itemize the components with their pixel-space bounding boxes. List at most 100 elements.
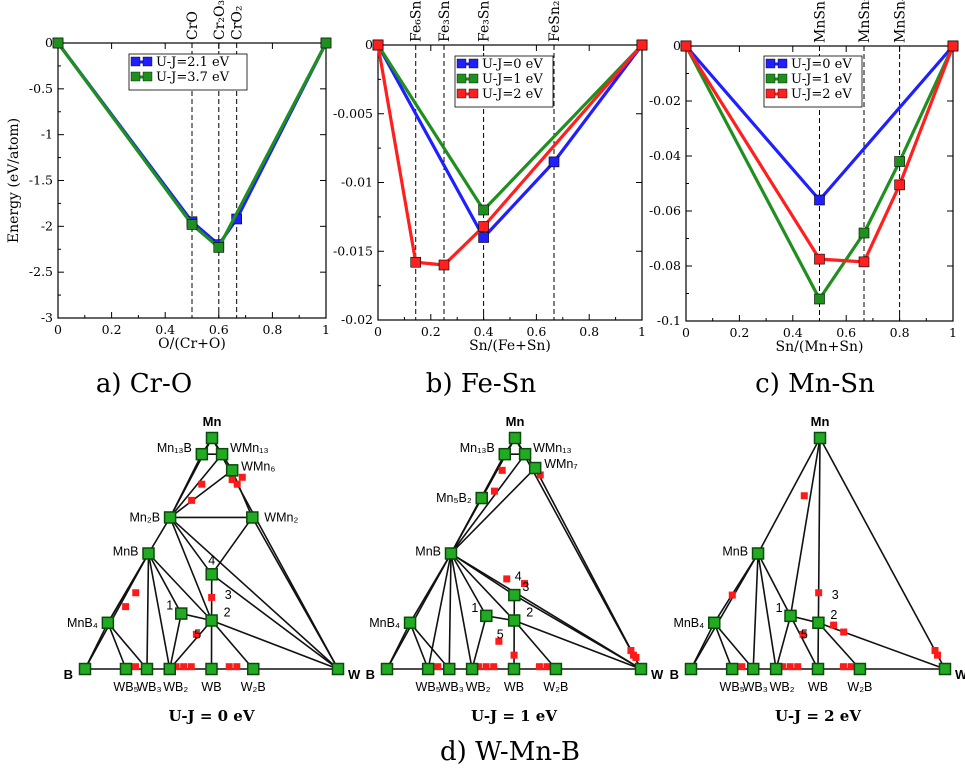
corner-label-b: B <box>670 667 679 682</box>
tie-line <box>169 453 203 518</box>
stable-phase-label: WB <box>201 680 221 694</box>
unstable-point <box>815 589 823 597</box>
corner-label-mn: Mn <box>506 414 525 429</box>
data-point <box>52 37 64 49</box>
stable-phase-point <box>403 616 417 630</box>
tie-line <box>752 553 759 670</box>
unstable-point <box>503 575 511 583</box>
stable-phase-point <box>508 588 521 602</box>
legend: U-J=2.1 eVU-J=3.7 eV <box>128 53 248 91</box>
legend-swatch <box>777 88 788 99</box>
corner-label-w: W <box>955 667 965 682</box>
x-tick-label: 0.4 <box>783 325 803 340</box>
corner-label-b: B <box>64 667 73 682</box>
unstable-point <box>490 487 498 495</box>
unstable-point <box>799 630 807 638</box>
stable-phase-point <box>634 662 648 676</box>
x-axis-label: O/(Cr+O) <box>158 336 226 352</box>
y-tick-label: -2.5 <box>29 264 53 279</box>
stable-phase-point <box>119 662 133 676</box>
phase-label: Fe₆Sn <box>409 1 425 42</box>
series-line <box>376 44 644 240</box>
y-tick-label: -0.02 <box>649 93 681 108</box>
legend-entry: U-J=3.7 eV <box>156 70 230 85</box>
stable-phase-point <box>205 568 218 581</box>
plot-0: 0 0.2 0.4 0.6 0.8 1 0 -0.5 -1 -1.5 -2 -2.5 -3 O/(Cr+O… <box>6 0 332 352</box>
tie-line <box>211 619 339 670</box>
stable-phase-point <box>195 447 209 461</box>
stable-phase-point <box>684 662 698 676</box>
stable-phase-point <box>205 431 219 445</box>
data-point <box>438 259 450 271</box>
legend-swatch <box>130 71 141 82</box>
x-tick-label: 0.8 <box>579 324 599 339</box>
data-point <box>548 156 560 168</box>
stable-phase-point <box>746 662 760 676</box>
stable-phase-point <box>246 662 260 676</box>
x-tick-label: 0.4 <box>474 324 494 339</box>
legend-swatch <box>765 58 776 69</box>
tie-line <box>817 622 861 670</box>
unstable-point <box>198 480 206 488</box>
unstable-point <box>228 476 236 484</box>
stable-phase-point <box>331 662 345 676</box>
stable-phase-point <box>205 614 218 627</box>
tie-line <box>757 437 821 554</box>
corner-label-w: W <box>348 667 361 682</box>
ternary-title: U-J = 2 eV <box>775 707 861 725</box>
unstable-point <box>474 663 482 671</box>
tie-line <box>146 553 150 670</box>
tie-line <box>168 613 183 670</box>
series-line <box>56 42 328 250</box>
tie-line <box>513 619 642 670</box>
phase-label: FeSn₂ <box>547 1 563 42</box>
stable-phase-label: W₂B <box>543 680 568 694</box>
stable-phase-point <box>475 491 488 505</box>
unstable-point <box>728 591 736 599</box>
phase-label: CrO₂ <box>230 6 246 41</box>
legend: U-J=0 eVU-J=1 eVU-J=2 eV <box>454 55 554 108</box>
data-point <box>894 179 905 191</box>
tie-line <box>107 622 127 670</box>
corner-label-b: B <box>366 667 375 682</box>
tie-line <box>775 615 792 670</box>
ternary-title: U-J = 0 eV <box>169 707 255 725</box>
data-point <box>858 256 870 268</box>
unstable-point <box>521 580 529 588</box>
stable-phase-point <box>507 662 521 676</box>
tie-line <box>450 553 487 617</box>
stable-phase-label: 1 <box>776 601 783 615</box>
unstable-point <box>482 663 490 671</box>
stable-phase-label: 3 <box>522 580 529 594</box>
stable-phase-label: 4 <box>208 553 215 567</box>
stable-phase-point <box>380 662 394 676</box>
stable-phase-point <box>140 662 154 676</box>
data-point <box>186 219 198 230</box>
tie-line <box>450 552 515 622</box>
data-point <box>894 156 905 167</box>
legend-entry: U-J=1 eV <box>482 72 543 87</box>
x-tick-label: 0.4 <box>155 322 175 337</box>
stable-phase-point <box>853 662 867 676</box>
tie-line <box>789 615 819 670</box>
unstable-label: 3 <box>225 588 232 602</box>
legend-swatch <box>777 58 788 69</box>
stable-phase-label: W₂B <box>241 680 266 694</box>
data-point <box>947 40 959 52</box>
x-tick-label: 0 <box>54 322 62 337</box>
unstable-point <box>839 663 847 671</box>
stable-phase-point <box>101 616 115 630</box>
x-tick-label: 0 <box>374 324 382 339</box>
unstable-point <box>192 630 200 638</box>
unstable-point <box>778 663 786 671</box>
x-tick-label: 1 <box>322 322 330 337</box>
y-tick-label: -0.06 <box>649 203 681 218</box>
data-point <box>478 232 489 243</box>
tie-line <box>251 517 339 670</box>
unstable-point <box>172 663 180 671</box>
phase-label: MnSn₂ <box>857 0 873 43</box>
y-tick-label: -3 <box>41 310 53 325</box>
stable-phase-label: MnB <box>113 545 139 559</box>
stable-phase-label: WB₂ <box>466 680 491 694</box>
tie-line <box>147 553 182 614</box>
